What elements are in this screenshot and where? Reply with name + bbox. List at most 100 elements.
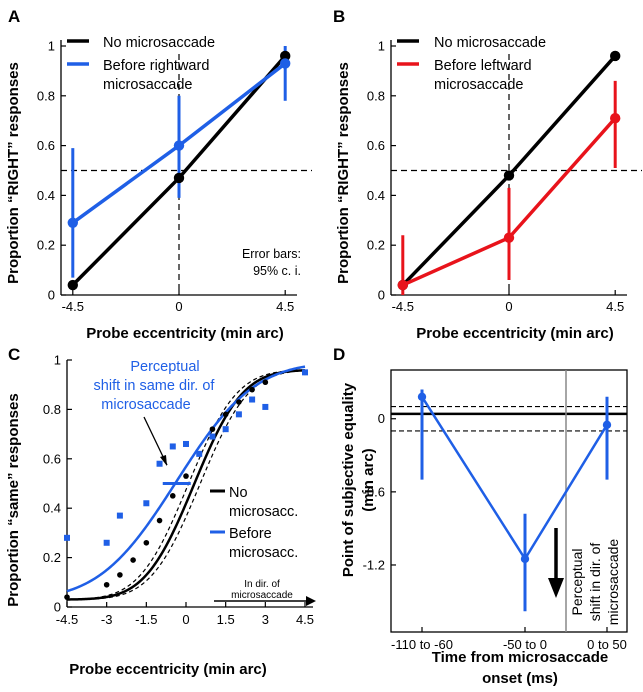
panel-d-x-tick-label: -50 to 0 [503, 637, 547, 652]
panel-b-data-point [397, 279, 408, 291]
panel-a-data-point [173, 140, 185, 151]
panel-c-blue-point [196, 450, 203, 457]
panel-a-y-tick-label: 0 [48, 288, 55, 303]
panel-c-black-point [222, 411, 229, 418]
panel-c-x-tick-label: -3 [101, 612, 113, 627]
panel-c-blue-point [302, 369, 308, 376]
panel-a-errorbar-note-2: 95% c. i. [253, 264, 301, 278]
panel-d-x-tick-label: -110 to -60 [391, 637, 453, 652]
panel-c-blue-point [222, 426, 229, 433]
panel-b-data-point [503, 232, 515, 243]
panel-d-ylabel-2: (min arc) [360, 448, 377, 511]
panel-c-black-point [183, 473, 189, 479]
panel-d-y-tick-label: -1.2 [363, 557, 385, 572]
panel-a-legend-before-rightward: Before rightward [103, 58, 209, 74]
panel-a-data-point [67, 279, 79, 291]
panel-b-xlabel: Probe eccentricity (min arc) [416, 325, 614, 342]
panel-a-x-tick-label: 0 [175, 299, 182, 314]
panel-b-y-tick-label: 0.8 [367, 88, 385, 103]
panel-c-x-tick-label: -4.5 [56, 612, 78, 627]
panel-label-b: B [333, 7, 345, 26]
panel-b-data-point [503, 170, 515, 181]
panel-c-black-point [64, 594, 70, 600]
panel-c-black-point [236, 399, 242, 405]
panel-a-data-point [280, 58, 291, 69]
panel-c-blue-point [262, 403, 269, 410]
panel-c-chart: Proportion “same” responses Probe eccent… [5, 353, 316, 678]
panel-a-y-tick-label: 0.8 [37, 88, 55, 103]
panel-c-black-point [169, 493, 176, 499]
panel-c-black-point [156, 517, 163, 524]
panel-d-series-line [420, 396, 609, 562]
panel-b-data-point [610, 50, 621, 62]
panel-c-annotation-2: shift in same dir. of [94, 378, 216, 394]
panel-c-annotation-3: microsaccade [101, 397, 190, 413]
panel-c-x-tick-label: 0 [182, 612, 189, 627]
panel-c-black-fit-bound-left [66, 369, 306, 601]
panel-c-blue-point [156, 460, 163, 467]
panel-a-legend-no-microsaccade: No microsaccade [103, 35, 215, 51]
panel-c-blue-point [64, 534, 70, 541]
panel-c-black-point [249, 386, 255, 393]
panel-a-y-tick-label: 0.4 [37, 188, 55, 203]
panel-c-black-point [130, 557, 136, 563]
panel-d-data-point [520, 554, 530, 564]
panel-b-legend-no-microsaccade: No microsaccade [434, 35, 546, 51]
panel-c-y-tick-label: 0 [54, 600, 61, 615]
panel-a-legend-microsaccade: microsaccade [103, 77, 192, 93]
panel-c-legend-before: Before [229, 526, 272, 542]
panel-a-x-tick-label: 4.5 [276, 299, 294, 314]
panel-c-black-point [143, 539, 150, 546]
panel-c-x-tick-label: 4.5 [296, 612, 314, 627]
panel-c-black-point [117, 572, 123, 578]
panel-b-chart: Proportion “RIGHT” responses Probe eccen… [335, 35, 642, 342]
panel-c-black-point [103, 581, 110, 588]
panel-d-annotation-1: Perceptual [569, 549, 585, 616]
panel-c-blue-point [116, 512, 123, 519]
panel-c-legend-no: No [229, 485, 248, 501]
panel-d-data-point [602, 420, 612, 430]
panel-d-frame [390, 369, 628, 633]
panel-c-xlabel: Probe eccentricity (min arc) [69, 661, 267, 678]
panel-c-blue-point [103, 539, 110, 546]
panel-c-annotation-1: Perceptual [130, 359, 199, 375]
panel-c-blue-point [209, 433, 216, 440]
panel-c-direction-arrowhead [306, 596, 316, 606]
panel-c-x-tick-label: -1.5 [135, 612, 157, 627]
panel-d-ylabel-1: Point of subjective equality [340, 382, 357, 577]
panel-c-blue-point [183, 440, 189, 447]
panel-a-chart: Proportion “RIGHT” responses Probe eccen… [5, 35, 312, 342]
panel-a-data-point [67, 217, 79, 228]
panel-b-y-tick-label: 0.4 [367, 188, 385, 203]
panel-d-y-tick-label: 0 [378, 411, 385, 426]
panel-a-y-tick-label: 0.6 [37, 138, 55, 153]
panel-c-y-tick-label: 0.6 [43, 451, 61, 466]
panel-d-xlabel-1: Time from microsaccade [432, 649, 608, 666]
panel-b-y-tick-label: 0 [378, 288, 385, 303]
panel-d-chart: Point of subjective equality (min arc) T… [340, 369, 628, 687]
panel-d-y-tick-label: -0.6 [363, 484, 385, 499]
panel-c-legend-microsacc-1: microsacc. [229, 504, 298, 520]
panel-label-a: A [8, 7, 20, 26]
panel-c-y-tick-label: 0.4 [43, 501, 61, 516]
panel-a-ylabel: Proportion “RIGHT” responses [5, 62, 22, 284]
panel-d-annotation-3: microsaccade [605, 539, 621, 626]
panel-c-black-point [262, 379, 269, 386]
panel-a-x-tick-label: -4.5 [62, 299, 84, 314]
panel-a-data-point [280, 50, 291, 62]
panel-d-data-point [417, 392, 427, 402]
panel-c-black-fit-curve [66, 369, 306, 601]
panel-b-legend-microsaccade: microsaccade [434, 77, 523, 93]
panel-c-blue-point [169, 443, 176, 450]
panel-b-y-tick-label: 0.2 [367, 238, 385, 253]
panel-a-y-tick-label: 1 [48, 39, 55, 54]
panel-c-y-tick-label: 0.8 [43, 402, 61, 417]
panel-b-ylabel: Proportion “RIGHT” responses [335, 62, 352, 284]
panel-b-legend-before-leftward: Before leftward [434, 58, 532, 74]
panel-c-x-tick-label: 3 [262, 612, 269, 627]
panel-label-d: D [333, 345, 345, 364]
panel-d-x-tick-label: 0 to 50 [587, 637, 627, 652]
panel-a-y-tick-label: 0.2 [37, 238, 55, 253]
panel-b-data-point [610, 113, 621, 124]
